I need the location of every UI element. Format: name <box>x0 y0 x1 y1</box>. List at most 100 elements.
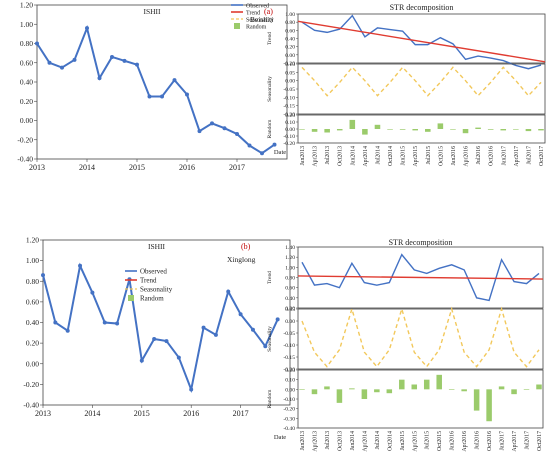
random-bar <box>374 124 381 129</box>
line-chart-2: ISHII Xinglong (b) -0.40 -0.20 0.00 0.20 0.40 0.… <box>23 236 291 418</box>
date-tick-label: Jul2015 <box>426 146 432 164</box>
date-tick-label: Jul2016 <box>475 431 481 449</box>
data-point <box>47 60 52 65</box>
random-bar <box>498 386 505 390</box>
data-point <box>247 143 252 148</box>
legend-label: Random <box>246 25 267 31</box>
data-point <box>90 290 95 295</box>
decomposition-chart-3: STR decomposition 0.20 0.40 0.60 0.80 1.00 1.2… <box>125 238 544 452</box>
seasonality_panel-ylabel: Seasonality <box>267 326 273 352</box>
x-axis-label: Date <box>274 149 286 156</box>
random-bar <box>336 129 343 131</box>
y-tick-label: 1.00 <box>26 256 39 265</box>
data-point <box>72 57 77 62</box>
legend-swatch-random <box>128 295 134 301</box>
random-bar <box>361 389 368 399</box>
data-point <box>78 263 83 268</box>
date-tick-label: Oct2016 <box>489 146 495 166</box>
data-point <box>250 327 255 332</box>
decomposition-chart-1: STR decomposition -0.20 0.00 0.20 0.40 0.60 0.… <box>231 3 546 167</box>
y-tick-label: 0.80 <box>285 20 295 26</box>
y-tick-label: -0.20 <box>283 367 295 373</box>
random-bar <box>311 389 318 395</box>
y-tick-label: -0.10 <box>283 95 295 101</box>
data-point <box>110 54 114 59</box>
y-tick-label: -0.40 <box>17 155 33 164</box>
y-tick-label: 1.20 <box>20 1 33 10</box>
y-tick-label: 1.20 <box>26 236 39 245</box>
y-tick-label: 0.00 <box>285 79 295 85</box>
date-tick-label: Jul2013 <box>325 146 331 164</box>
random-bar <box>362 129 368 135</box>
data-point <box>115 321 120 326</box>
y-tick-label: 0.20 <box>285 45 295 51</box>
data-point <box>35 41 39 46</box>
random-bar <box>374 389 380 393</box>
seasonality_panel-ylabel: Seasonality <box>267 76 273 102</box>
legend-label: Observed <box>246 4 269 10</box>
data-point <box>139 358 144 363</box>
date-tick-label: Jul2017 <box>526 146 532 164</box>
x-tick-label: 2017 <box>229 163 245 172</box>
data-point <box>152 337 157 341</box>
data-point <box>260 151 264 156</box>
trend_panel-ylabel: Trend <box>267 32 273 45</box>
date-tick-label: Apr2016 <box>462 431 468 452</box>
random-bar <box>412 129 418 131</box>
y-tick-label: -0.20 <box>283 61 295 67</box>
random-bar <box>511 389 517 395</box>
date-tick-label: Apr2017 <box>514 146 520 167</box>
y-tick-label: -0.10 <box>283 343 295 349</box>
y-tick-label: -0.20 <box>17 135 33 144</box>
y-tick-label: 0.80 <box>285 276 295 282</box>
random-bar <box>387 129 393 130</box>
random-bar <box>411 384 418 390</box>
data-point <box>102 320 107 325</box>
y-tick-label: -0.20 <box>23 380 39 389</box>
y-tick-label: -0.40 <box>283 426 295 432</box>
date-tick-label: Oct2017 <box>537 431 543 451</box>
date-tick-label: Jan2014 <box>350 431 356 450</box>
random-bar <box>311 129 318 132</box>
random_panel-frame <box>297 114 546 144</box>
station-label: Xinglong <box>227 255 256 264</box>
data-point <box>201 325 206 330</box>
x-tick-label: 2013 <box>35 409 51 418</box>
date-tick-label: Apr2013 <box>313 146 319 167</box>
date-tick-label: Jan2014 <box>350 146 356 165</box>
random-bar <box>487 129 494 130</box>
y-tick-label: -0.20 <box>283 407 295 413</box>
legend-label: Seasonality <box>140 286 173 294</box>
random-bar <box>462 129 469 134</box>
y-tick-label: 0.40 <box>285 296 295 302</box>
data-point <box>85 26 89 31</box>
y-tick-label: 0.20 <box>285 368 295 374</box>
data-point <box>97 76 102 81</box>
station-label: Beishiti <box>250 15 273 24</box>
trend-line <box>297 20 546 63</box>
data-point <box>189 387 194 392</box>
random-bar <box>450 129 456 130</box>
data-point <box>275 317 280 322</box>
random-bar <box>525 129 532 132</box>
x-tick-label: 2016 <box>179 163 195 172</box>
y-tick-label: -0.10 <box>283 397 295 403</box>
data-point <box>53 320 58 325</box>
x-tick-label: 2015 <box>129 163 145 172</box>
date-tick-label: Oct2014 <box>388 146 394 166</box>
random-bar <box>500 129 507 131</box>
date-tick-label: Apr2015 <box>412 431 418 452</box>
y-tick-label: -0.05 <box>283 331 295 337</box>
random_panel-ylabel: Random <box>267 389 273 409</box>
y-tick-label: 0.80 <box>20 39 33 48</box>
random_panel-frame <box>297 369 544 429</box>
x-tick-label: 2016 <box>183 409 199 418</box>
date-tick-label: Apr2016 <box>464 146 470 167</box>
x-tick-label: 2014 <box>84 409 100 418</box>
y-tick-label: 0.05 <box>285 307 295 313</box>
legend-label: Trend <box>140 277 157 285</box>
data-point <box>135 62 139 67</box>
date-tick-label: Apr2015 <box>413 146 419 167</box>
y-tick-label: 0.40 <box>20 78 33 87</box>
